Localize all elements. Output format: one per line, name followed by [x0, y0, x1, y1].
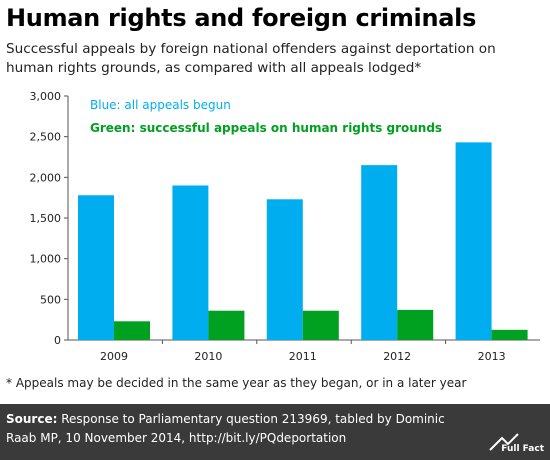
bar-chart: 0 500 1,000 1,500 2,000 2,500 3,000 2009 2010 201… — [30, 90, 540, 363]
x-tick-label: 2010 — [194, 350, 222, 363]
y-tick-label: 500 — [40, 293, 61, 306]
legend-entry: Green: successful appeals on human right… — [90, 121, 442, 135]
bar-all-appeals — [78, 195, 114, 340]
y-tick-label: 3,000 — [30, 90, 62, 103]
x-tick-label: 2009 — [100, 350, 128, 363]
y-tick-label: 1,000 — [30, 253, 62, 266]
y-tick-label: 2,000 — [30, 171, 62, 184]
bar-successful-appeals — [114, 321, 150, 340]
bar-successful-appeals — [302, 310, 339, 340]
bar-all-appeals — [172, 185, 209, 340]
source-note: Source: Response to Parliamentary questi… — [6, 410, 476, 448]
logo-text: Full Fact — [501, 444, 544, 454]
bar-successful-appeals — [491, 329, 528, 340]
bar-all-appeals — [266, 199, 303, 340]
logo-icon — [489, 433, 519, 451]
bar-successful-appeals — [397, 309, 434, 340]
full-fact-logo: Full Fact — [488, 430, 544, 454]
legend-entry: Blue: all appeals begun — [90, 98, 231, 112]
bar-all-appeals — [361, 165, 398, 340]
source-text: Response to Parliamentary question 21396… — [6, 412, 445, 445]
x-tick-label: 2013 — [478, 350, 506, 363]
x-tick-label: 2011 — [289, 350, 317, 363]
page-title: Human rights and foreign criminals — [6, 4, 477, 32]
y-tick-label: 2,500 — [30, 131, 62, 144]
source-label: Source: — [6, 412, 58, 426]
y-tick-label: 1,500 — [30, 212, 62, 225]
bar-all-appeals — [455, 142, 492, 340]
y-tick-label: 0 — [54, 334, 61, 347]
footnote: * Appeals may be decided in the same yea… — [6, 376, 467, 390]
chart-subtitle: Successful appeals by foreign national o… — [6, 41, 496, 76]
x-tick-label: 2012 — [383, 350, 411, 363]
source-footer: Source: Response to Parliamentary questi… — [0, 404, 550, 460]
bar-successful-appeals — [208, 310, 245, 340]
